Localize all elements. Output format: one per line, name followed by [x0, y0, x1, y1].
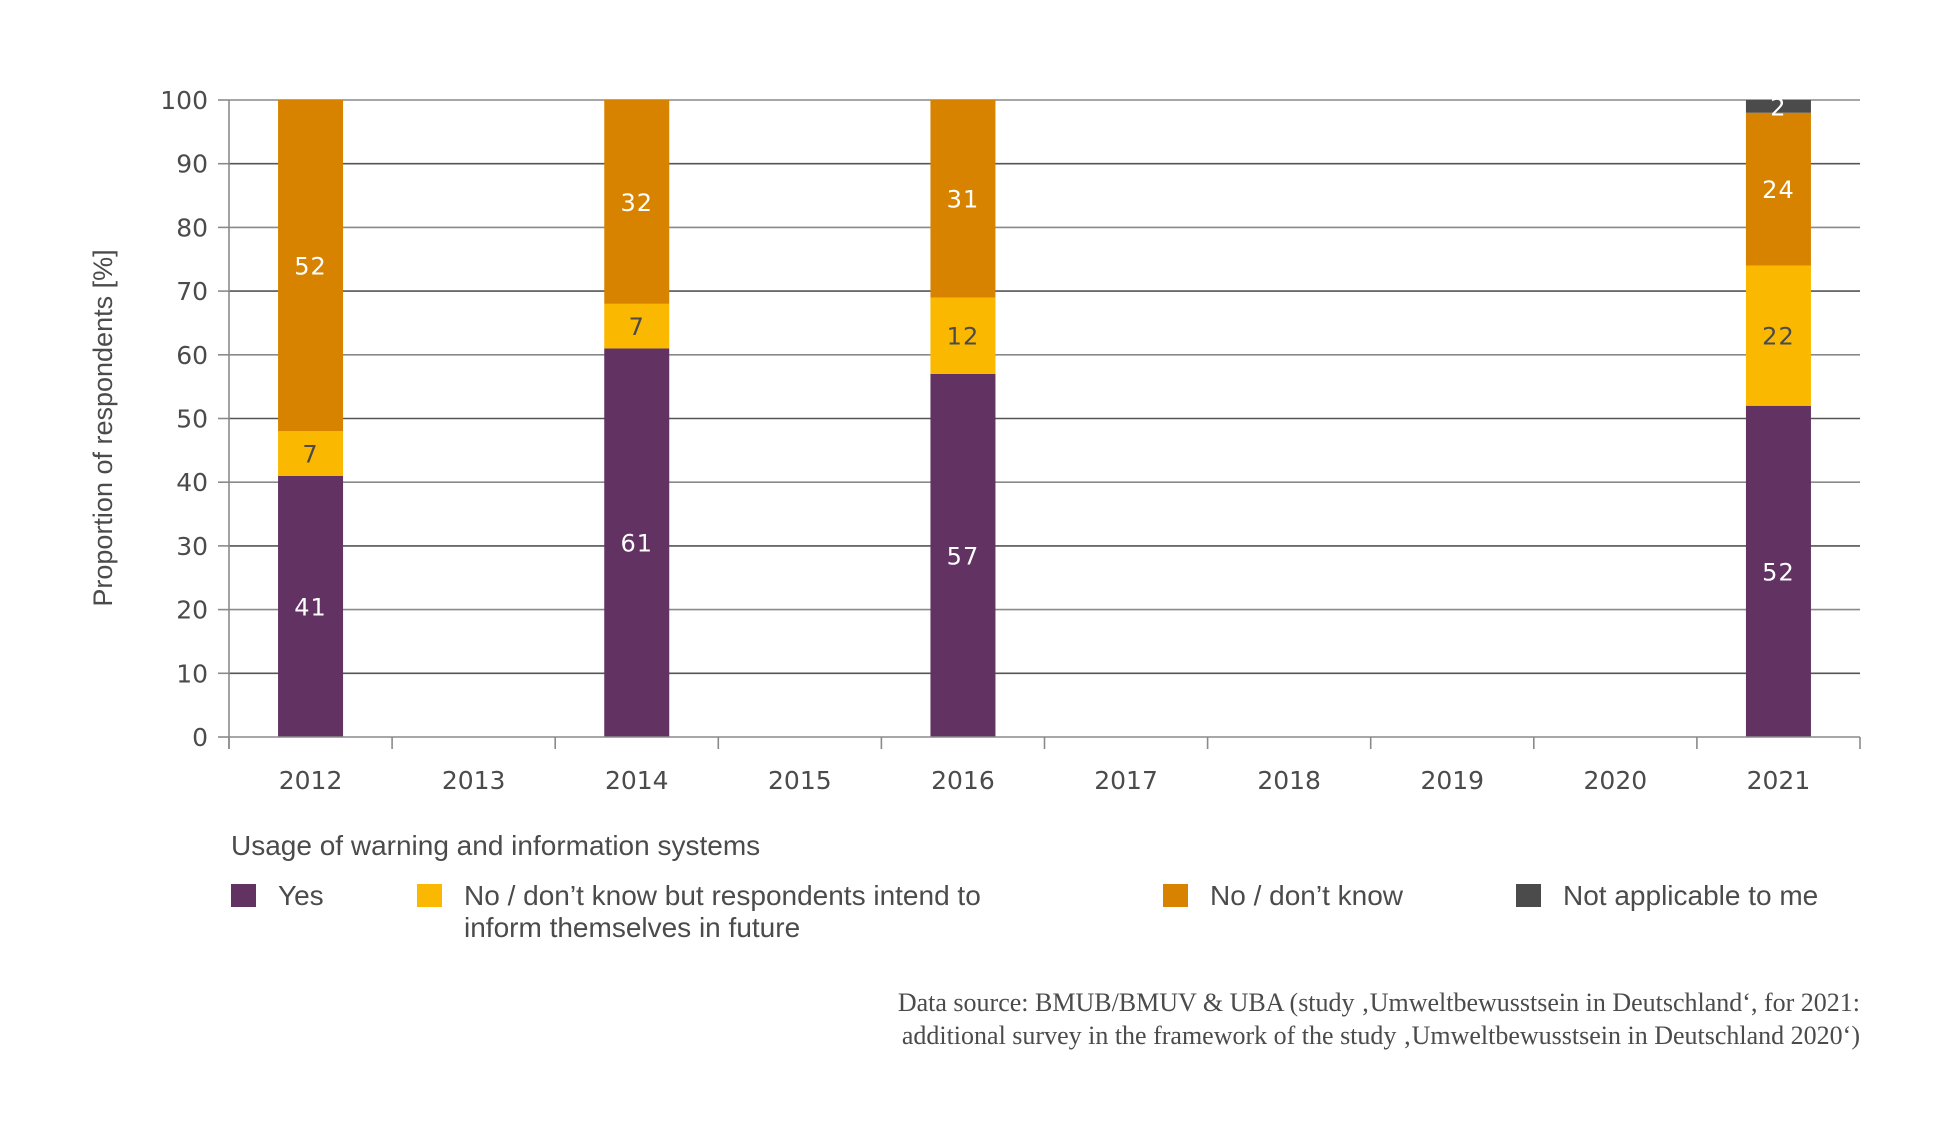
x-tick-label: 2012: [279, 766, 343, 795]
data-label: 12: [947, 323, 980, 351]
x-tick-labels: 2012 2013 2014 2015 2016 2017 2018 2019 2020 2021: [279, 766, 1811, 795]
legend-swatch-yes: [231, 884, 256, 907]
bar-segment: [1745, 100, 1811, 113]
y-tick-label: 50: [176, 405, 208, 434]
y-tick-label: 20: [176, 596, 208, 625]
bar-segment: [604, 348, 670, 737]
data-label: 7: [629, 313, 645, 341]
y-tick-label: 30: [176, 532, 208, 561]
data-source-note: Data source: BMUB/BMUV & UBA (study ‚Umw…: [898, 986, 1860, 1052]
y-tick-labels: 0 10 20 30 40 50 60 70 80 90 100: [160, 86, 208, 752]
y-tick-label: 90: [176, 150, 208, 179]
data-label: 41: [294, 593, 327, 621]
legend-swatch-not-applicable: [1516, 884, 1541, 907]
bar-segment: [1745, 112, 1811, 266]
x-tick-label: 2021: [1747, 766, 1811, 795]
legend-label: Not applicable to me: [1563, 880, 1819, 911]
x-tick-label: 2015: [768, 766, 832, 795]
x-tick-label: 2017: [1094, 766, 1158, 795]
legend-title: Usage of warning and information systems: [231, 830, 761, 861]
data-label: 31: [947, 186, 980, 214]
bar-segment: [930, 297, 996, 374]
data-source-line-2: additional survey in the framework of th…: [901, 1021, 1860, 1050]
bar-segment: [930, 100, 996, 298]
x-tick-label: 2016: [931, 766, 995, 795]
bar-segment: [930, 373, 996, 737]
legend-label: Yes: [278, 880, 324, 911]
bars: [278, 100, 1811, 737]
legend-label: No / don’t know: [1210, 880, 1403, 911]
x-tick-label: 2014: [605, 766, 669, 795]
axes: [218, 99, 1861, 749]
data-label: 22: [1762, 323, 1795, 351]
y-tick-label: 40: [176, 468, 208, 497]
y-axis-title: Proportion of respondents [%]: [88, 249, 118, 606]
data-label: 2: [1770, 93, 1786, 121]
y-tick-label: 80: [176, 213, 208, 242]
data-label: 32: [620, 189, 653, 217]
x-tick-label: 2020: [1584, 766, 1648, 795]
bar-segment: [278, 100, 344, 432]
x-tick-label: 2013: [442, 766, 506, 795]
gridlines: [229, 99, 1860, 675]
data-label: 57: [947, 542, 980, 570]
x-tick-label: 2019: [1420, 766, 1484, 795]
y-tick-label: 100: [160, 86, 208, 115]
data-label: 61: [620, 530, 653, 558]
y-tick-label: 70: [176, 277, 208, 306]
y-tick-label: 0: [192, 723, 208, 752]
legend-item-intend-to-inform: No / don’t know but respondents intend t…: [417, 880, 981, 944]
legend-item-yes: Yes: [231, 880, 324, 912]
bar-segment: [1745, 405, 1811, 737]
data-label: 7: [302, 441, 318, 469]
legend-item-no-dont-know: No / don’t know: [1163, 880, 1403, 912]
data-label: 52: [294, 253, 327, 281]
bar-segment: [278, 475, 344, 737]
bar-segment: [278, 431, 344, 476]
legend-item-not-applicable: Not applicable to me: [1516, 880, 1818, 912]
x-tick-label: 2018: [1257, 766, 1321, 795]
data-label: 24: [1762, 176, 1795, 204]
y-tick-label: 10: [176, 659, 208, 688]
bar-segment: [604, 303, 670, 349]
legend-label: No / don’t know but respondents intend t…: [464, 880, 981, 943]
legend-swatch-no-dont-know: [1163, 884, 1188, 907]
data-labels: 41 7 52 61 7 32 57 12 31 52 22 24 2: [294, 93, 1795, 621]
legend-swatch-intend-to-inform: [417, 884, 442, 907]
data-label: 52: [1762, 558, 1795, 586]
y-tick-label: 60: [176, 341, 208, 370]
data-source-line-1: Data source: BMUB/BMUV & UBA (study ‚Umw…: [897, 988, 1860, 1017]
bar-segment: [604, 100, 670, 304]
bar-segment: [1745, 265, 1811, 406]
